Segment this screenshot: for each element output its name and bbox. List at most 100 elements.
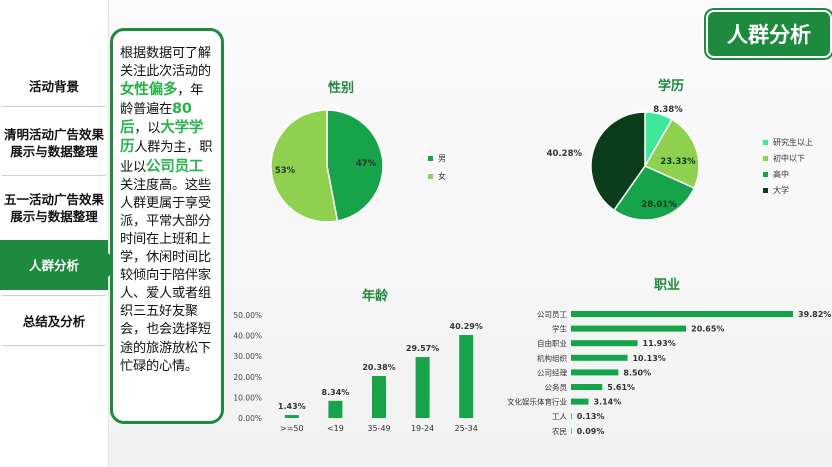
age-y-tick-label: 0.00% — [238, 414, 262, 423]
sidebar-item-qingming[interactable]: 清明活动广告效果展示与数据整理 — [0, 115, 108, 171]
summary-segment: 人群为主，职业以 — [120, 140, 213, 175]
occupation-bar-value-label: 0.09% — [577, 427, 605, 436]
education-slice — [590, 111, 646, 212]
education-legend-label: 大学 — [773, 185, 789, 195]
age-bar-value-label: 40.29% — [450, 322, 483, 331]
sidebar-item-background[interactable]: 活动背景 — [0, 70, 108, 102]
gender-chart-title: 性别 — [328, 80, 354, 96]
occupation-bar — [571, 427, 572, 434]
occupation-bar — [571, 354, 628, 361]
gender-slice — [270, 109, 339, 223]
sidebar-divider — [2, 106, 106, 107]
occupation-bar-value-label: 0.13% — [577, 412, 605, 421]
education-value-label: 23.33% — [660, 157, 696, 167]
age-chart-title: 年龄 — [362, 288, 389, 304]
age-bar-value-label: 8.34% — [322, 388, 350, 397]
occupation-bar — [571, 398, 589, 405]
education-slice — [612, 165, 696, 221]
sidebar-item-summary[interactable]: 总结及分析 — [0, 305, 108, 337]
age-bar-value-label: 1.43% — [278, 402, 306, 411]
sidebar-item-label: 清明活动广告效果展示与数据整理 — [3, 127, 104, 159]
education-legend-swatch — [763, 140, 768, 145]
education-legend-label: 研究生以上 — [773, 137, 813, 147]
age-x-tick-label: 25-34 — [455, 424, 478, 433]
occupation-bar — [571, 325, 687, 332]
sidebar-item-label: 五一活动广告效果展示与数据整理 — [3, 192, 104, 224]
occupation-bar-value-label: 20.65% — [691, 325, 724, 334]
gender-value-label: 47% — [356, 159, 377, 169]
occupation-category-label: 公司员工 — [537, 310, 567, 319]
sidebar-item-label: 活动背景 — [28, 78, 79, 94]
age-x-tick-label: 35-49 — [367, 424, 390, 433]
age-x-tick-label: 19-24 — [411, 424, 434, 433]
gender-legend-label: 男 — [438, 154, 446, 163]
education-legend-swatch — [763, 172, 768, 177]
summary-highlight: 大学学历 — [120, 120, 204, 156]
age-x-tick-label: <19 — [327, 424, 344, 433]
sidebar-item-mayday[interactable]: 五一活动广告效果展示与数据整理 — [0, 180, 108, 236]
sidebar-divider — [2, 295, 106, 296]
education-value-label: 8.38% — [653, 105, 683, 115]
page-title: 人群分析 — [706, 10, 832, 58]
age-bar — [459, 335, 474, 418]
summary-segment: 关注度高。这些人群更属于享受派，平常大部分时间在上班和上学，休闲时间比较倾向于陪… — [120, 177, 211, 374]
summary-highlight: 女性偏多 — [120, 82, 178, 99]
age-x-tick-label: >=50 — [280, 424, 304, 433]
gender-legend-swatch — [428, 156, 433, 161]
education-slice — [644, 111, 674, 169]
occupation-bar — [571, 413, 572, 420]
education-legend-label: 高中 — [773, 169, 789, 179]
age-bar — [328, 400, 343, 418]
occupation-category-label: 学生 — [552, 324, 567, 334]
education-value-label: 40.28% — [547, 149, 583, 159]
age-y-tick-label: 50.00% — [233, 311, 262, 320]
occupation-category-label: 农民 — [552, 426, 567, 436]
age-y-tick-label: 20.00% — [233, 373, 262, 382]
summary-text: 根据数据可了解关注此次活动的女性偏多，年龄普遍在80后，以大学学历人群为主，职业… — [120, 45, 216, 376]
occupation-category-label: 工人 — [552, 412, 567, 421]
sidebar: 活动背景 清明活动广告效果展示与数据整理 五一活动广告效果展示与数据整理 人群分… — [0, 0, 120, 467]
summary-segment: 根据数据可了解关注此次活动的 — [120, 46, 211, 80]
occupation-category-label: 文化娱乐体育行业 — [507, 397, 567, 407]
summary-highlight: 80后 — [120, 101, 192, 137]
occupation-bar-value-label: 11.93% — [643, 339, 676, 348]
sidebar-divider — [2, 345, 106, 346]
gender-legend-label: 女 — [438, 171, 446, 181]
age-bar — [415, 357, 430, 418]
summary-panel: 根据数据可了解关注此次活动的女性偏多，年龄普遍在80后，以大学学历人群为主，职业… — [110, 28, 224, 424]
occupation-bar-value-label: 3.14% — [594, 398, 622, 407]
age-y-tick-label: 40.00% — [233, 332, 262, 341]
education-chart-title: 学历 — [658, 78, 684, 94]
occupation-bar — [571, 369, 619, 376]
education-legend-label: 初中以下 — [773, 153, 805, 163]
gender-legend-swatch — [428, 174, 433, 179]
occupation-bar — [571, 311, 793, 317]
summary-segment: ，以 — [134, 121, 161, 137]
occupation-bar-value-label: 10.13% — [632, 354, 665, 363]
sidebar-item-label: 总结及分析 — [22, 313, 86, 329]
occupation-category-label: 公司经理 — [537, 367, 567, 377]
occupation-bar-value-label: 8.50% — [623, 368, 651, 377]
sidebar-item-audience[interactable]: 人群分析 — [0, 240, 120, 290]
sidebar-item-label: 人群分析 — [28, 257, 79, 273]
education-value-label: 28.01% — [641, 200, 677, 210]
summary-highlight: 公司员工 — [145, 158, 204, 175]
occupation-category-label: 公务员 — [545, 382, 568, 392]
education-slice — [643, 118, 700, 190]
summary-segment: ，年龄普遍在 — [120, 83, 204, 118]
occupation-bar-value-label: 39.82% — [798, 310, 831, 319]
age-bar — [372, 376, 386, 418]
occupation-bar — [571, 384, 603, 390]
occupation-category-label: 机构组织 — [537, 353, 567, 363]
occupation-category-label: 自由职业 — [537, 338, 567, 348]
age-bar-value-label: 20.38% — [362, 363, 395, 372]
age-y-tick-label: 30.00% — [233, 352, 262, 361]
education-legend-swatch — [763, 188, 768, 193]
occupation-bar — [571, 340, 638, 347]
age-bar-value-label: 29.57% — [406, 344, 439, 353]
age-bar — [284, 415, 299, 418]
sidebar-divider — [2, 175, 106, 176]
gender-value-label: 53% — [275, 166, 296, 176]
occupation-bar-value-label: 5.61% — [607, 383, 635, 392]
